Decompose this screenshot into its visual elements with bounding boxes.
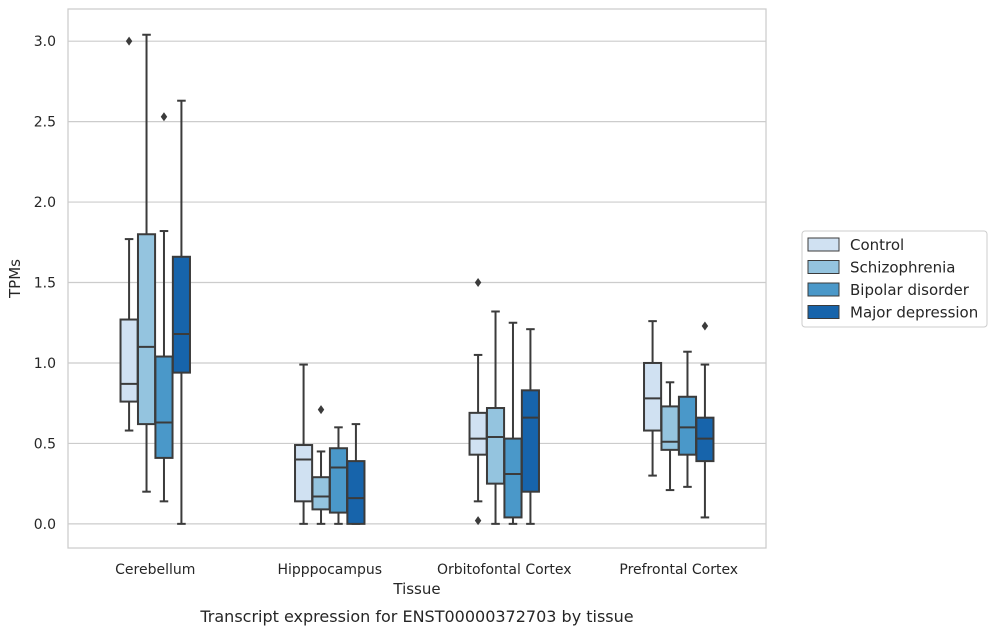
box-schizophrenia-2 <box>485 310 506 525</box>
y-axis-ticks: 0.0 0.5 1.0 1.5 2.0 2.5 3.0 <box>34 34 56 533</box>
legend-label: Major depression <box>850 304 978 322</box>
legend-swatch <box>807 260 840 274</box>
outlier-point <box>317 405 325 415</box>
x-axis-ticks: Cerebellum Hipppocampus Orbitofontal Corte… <box>115 562 738 578</box>
legend-label: Bipolar disorder <box>850 281 970 299</box>
box-schizophrenia-3 <box>660 381 680 492</box>
y-tick-label: 1.0 <box>34 356 56 372</box>
legend-label: Control <box>850 236 904 254</box>
legend-item: Bipolar disorder <box>807 281 970 299</box>
legend-item: Control <box>807 236 904 254</box>
box-iqr <box>503 437 523 519</box>
box-bipolar-disorder-2 <box>503 321 523 525</box>
box-bipolar-disorder-0 <box>154 112 174 503</box>
legend-label: Schizophrenia <box>850 259 955 277</box>
box-iqr <box>119 318 139 403</box>
y-tick-label: 3.0 <box>34 34 56 50</box>
y-tick-label: 2.0 <box>34 195 56 211</box>
outlier-point <box>701 321 709 331</box>
outlier-point <box>474 516 482 526</box>
legend-item: Major depression <box>807 304 978 322</box>
box-bipolar-disorder-3 <box>677 350 698 488</box>
box-iqr <box>328 447 349 514</box>
x-axis-label: Tissue <box>392 580 440 598</box>
y-tick-label: 1.5 <box>34 276 56 292</box>
x-tick-label: Hipppocampus <box>277 562 382 578</box>
box-control-1 <box>294 363 314 525</box>
box-iqr <box>660 405 680 451</box>
y-tick-label: 2.5 <box>34 115 56 131</box>
y-axis-label: TPMs <box>6 259 24 299</box>
legend-swatch <box>807 305 840 319</box>
boxes <box>119 33 715 526</box>
box-major-depression-1 <box>346 423 366 525</box>
box-major-depression-2 <box>520 328 540 525</box>
box-iqr <box>485 407 506 485</box>
box-schizophrenia-0 <box>136 33 157 493</box>
outlier-point <box>474 278 482 288</box>
legend-swatch <box>807 237 840 252</box>
outlier-point <box>125 36 133 46</box>
box-control-2 <box>468 278 488 526</box>
legend-swatch <box>807 282 840 297</box>
legend: Control Schizophrenia Bipolar disorder Majo… <box>801 230 988 328</box>
chart-caption: Transcript expression for ENST0000037270… <box>199 607 633 626</box>
box-major-depression-3 <box>695 321 715 519</box>
box-iqr <box>677 395 698 456</box>
outlier-point <box>160 112 168 122</box>
box-iqr <box>346 460 366 525</box>
box-iqr <box>154 355 174 459</box>
box-iqr <box>136 233 157 426</box>
legend-frame <box>801 230 988 328</box>
x-tick-label: Orbitofontal Cortex <box>437 562 572 578</box>
x-tick-label: Prefrontal Cortex <box>619 562 738 578</box>
box-iqr <box>294 444 314 503</box>
y-tick-label: 0.0 <box>34 517 56 533</box>
box-iqr <box>311 476 331 511</box>
box-iqr <box>171 255 191 374</box>
y-tick-label: 0.5 <box>34 436 56 452</box>
legend-item: Schizophrenia <box>807 259 955 277</box>
box-control-3 <box>643 320 663 477</box>
box-iqr <box>520 389 540 493</box>
box-iqr <box>468 411 488 456</box>
box-iqr <box>643 361 663 432</box>
box-major-depression-0 <box>171 99 191 525</box>
x-tick-label: Cerebellum <box>115 562 195 578</box>
